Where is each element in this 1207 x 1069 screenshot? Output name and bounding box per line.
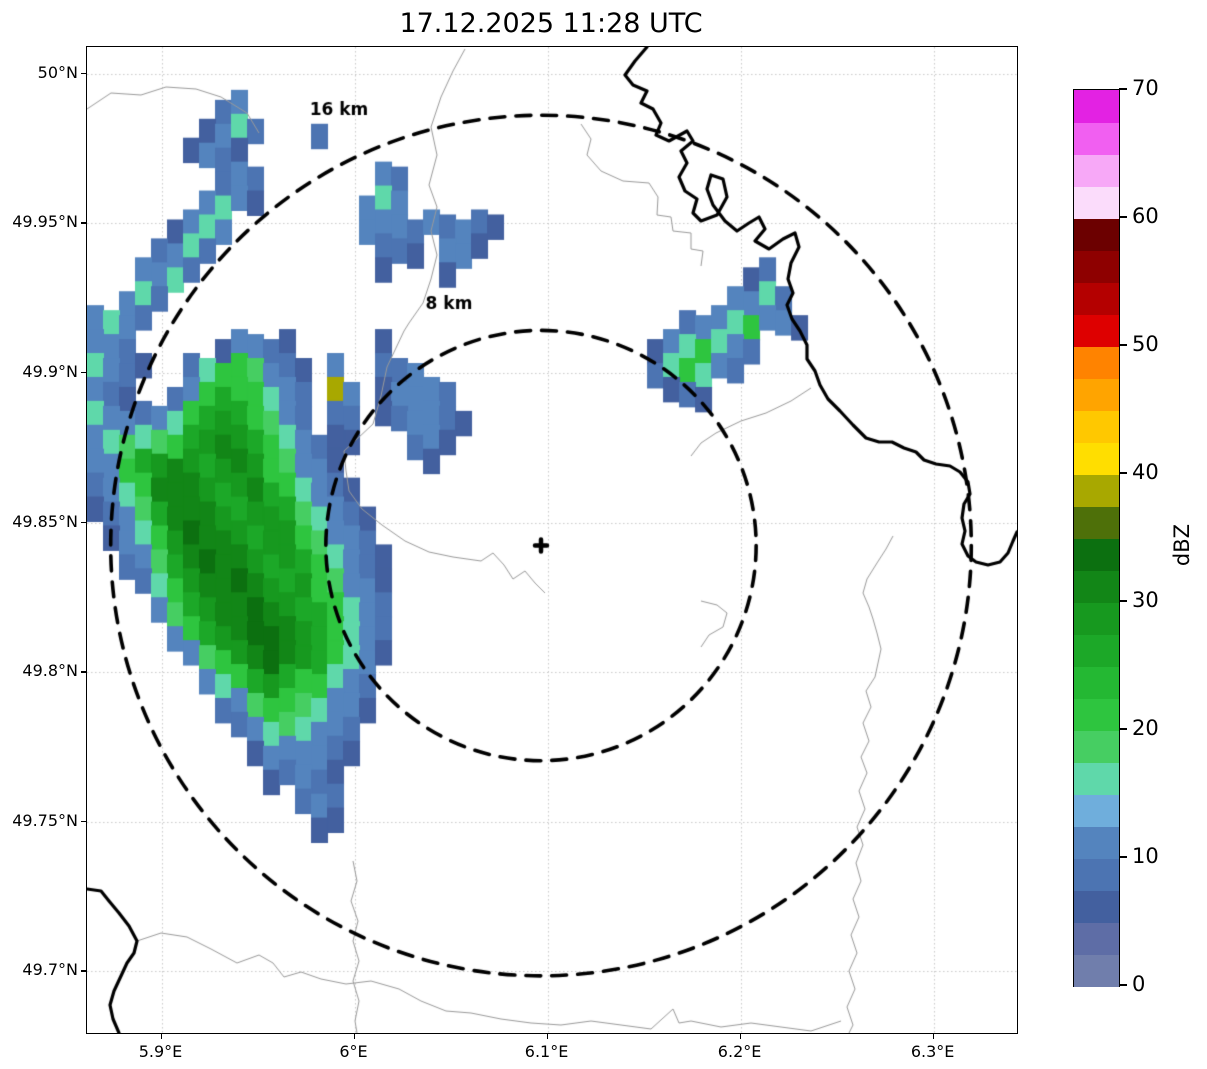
colorbar-segment: [1074, 410, 1119, 443]
colorbar-tick-mark: [1119, 472, 1127, 474]
colorbar-segment: [1074, 826, 1119, 859]
y-tick-mark: [81, 970, 86, 972]
y-tick-mark: [81, 72, 86, 75]
x-tick-label: 6.1°E: [524, 1042, 569, 1061]
x-tick-mark: [160, 1034, 162, 1039]
colorbar-segment: [1074, 218, 1119, 251]
x-tick-label: 6.3°E: [910, 1042, 955, 1061]
colorbar-segment: [1074, 922, 1119, 955]
radar-map-canvas: [87, 47, 1017, 1033]
colorbar-tick-label: 40: [1132, 460, 1159, 484]
colorbar-segment: [1074, 634, 1119, 667]
colorbar-label: dBZ: [1170, 523, 1194, 567]
colorbar-segment: [1074, 858, 1119, 891]
map-plot: [86, 46, 1018, 1034]
colorbar-tick-label: 0: [1132, 972, 1146, 996]
colorbar-segment: [1074, 730, 1119, 763]
colorbar-segment: [1074, 378, 1119, 411]
colorbar-tick-mark: [1119, 600, 1127, 602]
x-tick-mark: [739, 1034, 742, 1039]
colorbar-tick-label: 50: [1132, 332, 1159, 356]
y-tick-label: 50°N: [37, 62, 78, 82]
colorbar-tick-mark: [1119, 984, 1127, 986]
y-tick-mark: [81, 521, 86, 523]
y-tick-label: 49.75°N: [12, 810, 78, 830]
colorbar-tick-mark: [1119, 88, 1127, 90]
colorbar-segment: [1074, 122, 1119, 155]
colorbar-tick-mark: [1119, 344, 1127, 346]
colorbar-segment: [1074, 666, 1119, 699]
x-tick-mark: [353, 1034, 356, 1039]
y-tick-label: 49.8°N: [22, 661, 78, 681]
colorbar-segment: [1074, 794, 1119, 827]
colorbar-segment: [1074, 250, 1119, 283]
colorbar-segment: [1074, 154, 1119, 187]
colorbar-tick-mark: [1119, 728, 1127, 730]
colorbar-segment: [1074, 282, 1119, 315]
x-tick-mark: [932, 1034, 935, 1039]
colorbar: [1073, 89, 1120, 987]
y-tick-mark: [81, 222, 86, 224]
y-tick-label: 49.7°N: [22, 960, 78, 980]
figure-title: 17.12.2025 11:28 UTC: [399, 8, 703, 39]
colorbar-segment: [1074, 602, 1119, 635]
colorbar-tick-mark: [1119, 216, 1127, 218]
colorbar-tick-label: 10: [1132, 844, 1159, 868]
x-tick-mark: [546, 1034, 549, 1039]
colorbar-segment: [1074, 570, 1119, 603]
colorbar-segment: [1074, 954, 1119, 987]
colorbar-segment: [1074, 698, 1119, 731]
colorbar-segment: [1074, 890, 1119, 923]
colorbar-tick-label: 60: [1132, 204, 1159, 228]
colorbar-segment: [1074, 474, 1119, 507]
colorbar-tick-mark: [1119, 856, 1127, 858]
colorbar-segment: [1074, 506, 1119, 539]
colorbar-segment: [1074, 186, 1119, 219]
y-tick-mark: [81, 820, 86, 823]
colorbar-segment: [1074, 538, 1119, 571]
colorbar-tick-label: 20: [1132, 716, 1159, 740]
colorbar-segment: [1074, 90, 1119, 123]
x-tick-label: 5.9°E: [138, 1042, 183, 1061]
y-tick-mark: [81, 671, 86, 673]
x-tick-label: 6°E: [339, 1042, 368, 1061]
colorbar-segment: [1074, 442, 1119, 475]
x-tick-label: 6.2°E: [717, 1042, 762, 1061]
y-tick-label: 49.85°N: [12, 511, 78, 531]
colorbar-tick-label: 30: [1132, 588, 1159, 612]
colorbar-segment: [1074, 762, 1119, 795]
colorbar-tick-label: 70: [1132, 76, 1159, 100]
y-tick-label: 49.95°N: [12, 212, 78, 232]
colorbar-segment: [1074, 314, 1119, 347]
colorbar-segment: [1074, 346, 1119, 379]
y-tick-label: 49.9°N: [22, 361, 78, 381]
y-tick-mark: [81, 371, 86, 374]
